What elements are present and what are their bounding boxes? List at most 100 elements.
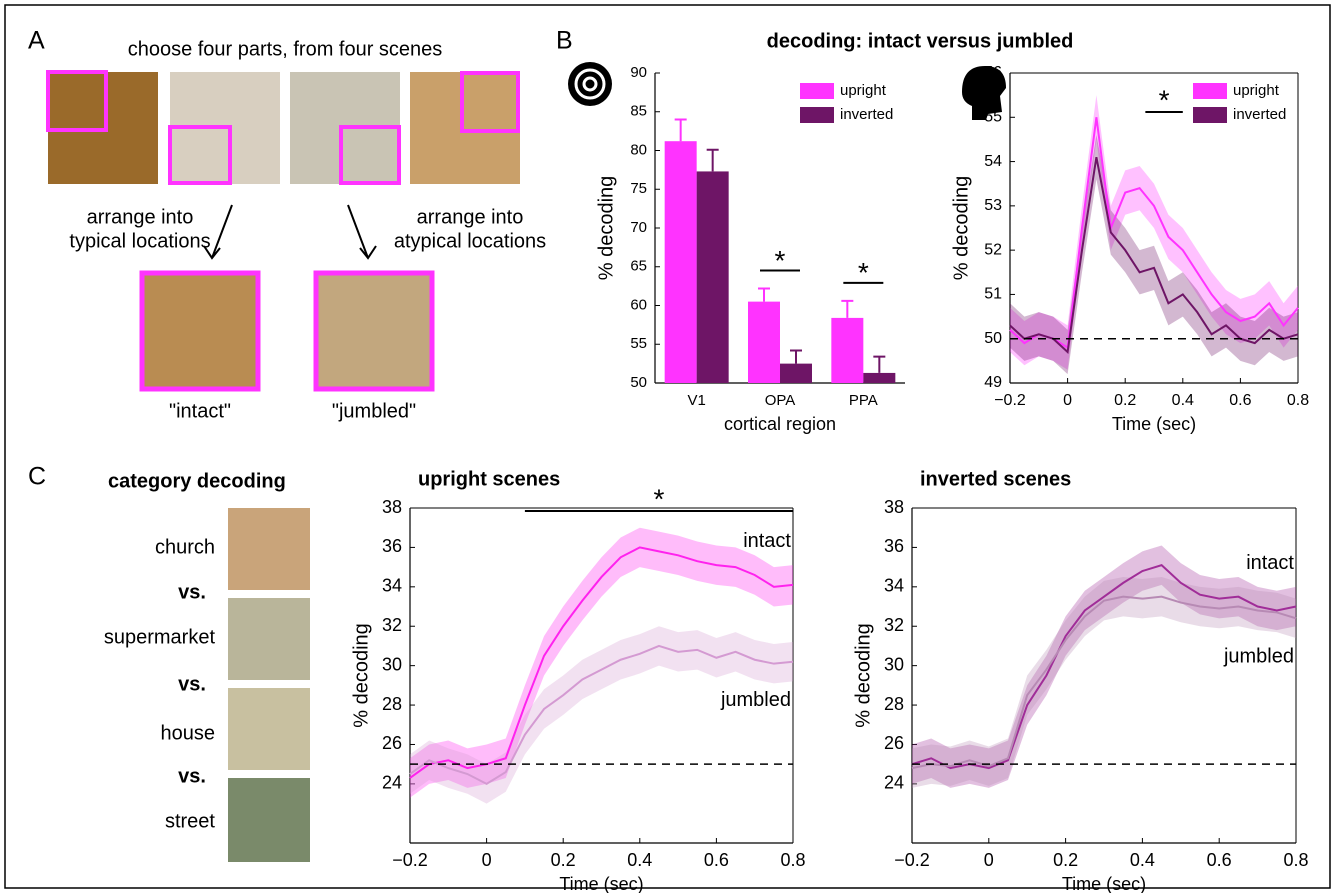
- series-label: jumbled: [1223, 646, 1294, 668]
- error-bar: [706, 148, 719, 172]
- category-label: church: [155, 536, 215, 558]
- significance-label: *: [858, 257, 869, 288]
- x-tick-label: 0.6: [1229, 392, 1251, 409]
- bar: [696, 171, 729, 383]
- significance-label: *: [1159, 84, 1170, 115]
- series-label: intact: [1246, 552, 1294, 574]
- x-tick-label: 0.8: [780, 850, 805, 870]
- arrow-label: arrange into: [87, 206, 194, 228]
- error-band: [912, 576, 1296, 788]
- y-tick-label: 28: [382, 694, 402, 714]
- y-tick-label: 30: [382, 654, 402, 674]
- x-tick-label: 0.6: [1207, 850, 1232, 870]
- error-bar: [841, 299, 854, 318]
- error-band: [1010, 135, 1298, 375]
- y-tick-label: 49: [984, 374, 1002, 391]
- x-axis-label: cortical region: [724, 414, 836, 434]
- error-bar: [758, 287, 770, 302]
- series-line: [911, 595, 1297, 770]
- scene-images: [46, 70, 520, 185]
- x-axis-label: Time (sec): [559, 874, 643, 893]
- x-tick-label: 0.6: [704, 850, 729, 870]
- bar: [748, 301, 780, 383]
- y-tick-label: 50: [984, 330, 1002, 347]
- y-tick-label: 56: [984, 64, 1002, 81]
- arrows: [203, 204, 377, 260]
- chart-title: upright scenes: [418, 468, 560, 490]
- frame: [4, 4, 1331, 889]
- y-axis-label: % decoding: [950, 176, 972, 281]
- legend-swatch: [1193, 107, 1227, 123]
- error-band: [410, 527, 793, 798]
- y-tick-label: 26: [382, 733, 402, 753]
- y-tick-label: 30: [884, 654, 904, 674]
- y-tick-label: 55: [984, 109, 1002, 126]
- panel-label: A: [28, 27, 45, 55]
- y-tick-label: 60: [630, 296, 647, 313]
- scene-image: [410, 72, 520, 184]
- x-tick-label: −0.2: [894, 850, 930, 870]
- arrow-label: atypical locations: [394, 230, 546, 252]
- y-tick-label: 24: [382, 773, 402, 793]
- bar: [780, 363, 812, 383]
- y-tick-label: 34: [382, 576, 402, 596]
- icon: [574, 68, 606, 100]
- y-tick-label: 50: [630, 374, 647, 391]
- error-bar: [790, 349, 802, 364]
- x-tick-label: OPA: [765, 392, 796, 409]
- y-tick-label: 52: [984, 241, 1002, 258]
- part-box: [339, 125, 401, 185]
- error-bar: [873, 355, 886, 373]
- y-tick-label: 55: [630, 335, 647, 352]
- x-tick-label: 0.2: [1114, 392, 1136, 409]
- icon: [962, 66, 1006, 120]
- significance-label: *: [653, 483, 664, 514]
- y-tick-label: 36: [382, 536, 402, 556]
- vs-label: vs.: [178, 765, 206, 787]
- series-line: [409, 644, 794, 786]
- y-tick-label: 54: [984, 153, 1002, 170]
- x-tick-label: 0: [984, 850, 994, 870]
- part-box: [168, 125, 232, 185]
- vs-label: vs.: [178, 673, 206, 695]
- arrow-label: typical locations: [69, 230, 210, 252]
- result-label: "jumbled": [332, 400, 416, 422]
- x-tick-label: 0.2: [551, 850, 576, 870]
- series-line: [409, 546, 794, 779]
- y-axis-label: % decoding: [595, 176, 617, 281]
- fmri-icon: [568, 62, 612, 106]
- y-tick-label: 75: [630, 180, 647, 197]
- series-line: [911, 564, 1297, 770]
- panel-label: B: [556, 27, 573, 55]
- category-image: [228, 598, 310, 680]
- legend-swatch: [800, 107, 834, 123]
- legend-label: inverted: [1233, 106, 1286, 123]
- y-tick-label: 53: [984, 197, 1002, 214]
- y-tick-label: 38: [884, 497, 904, 517]
- instruction: choose four parts, from four scenes: [128, 38, 443, 60]
- x-axis-label: Time (sec): [1062, 874, 1146, 893]
- x-tick-label: 0.8: [1283, 850, 1308, 870]
- vs-label: vs.: [178, 581, 206, 603]
- y-tick-label: 32: [382, 615, 402, 635]
- part-box: [46, 70, 108, 132]
- x-tick-label: V1: [687, 392, 705, 409]
- y-tick-label: 24: [884, 773, 904, 793]
- legend-swatch: [1193, 83, 1227, 99]
- y-tick-label: 70: [630, 219, 647, 236]
- series-label: intact: [743, 530, 791, 552]
- series-line: [1009, 117, 1299, 350]
- error-bar: [674, 118, 687, 142]
- category-images: [228, 508, 310, 862]
- x-tick-label: 0.8: [1287, 392, 1309, 409]
- category-label: street: [165, 810, 215, 832]
- arrow: [347, 204, 377, 260]
- category-image: [228, 778, 310, 862]
- x-tick-label: −0.2: [392, 850, 428, 870]
- legend-label: upright: [1233, 82, 1280, 99]
- y-tick-label: 80: [630, 141, 647, 158]
- category-image: [228, 688, 310, 770]
- y-tick-label: 32: [884, 615, 904, 635]
